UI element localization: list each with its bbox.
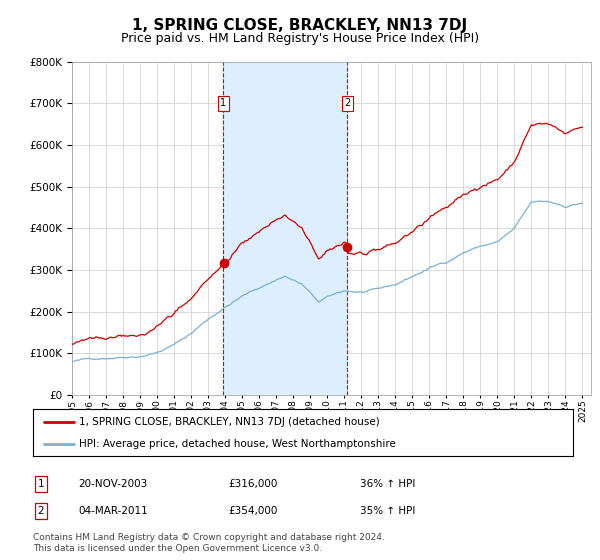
Bar: [223, 62, 347, 395]
Text: 36% ↑ HPI: 36% ↑ HPI: [360, 479, 415, 489]
Text: 20-NOV-2003: 20-NOV-2003: [78, 479, 147, 489]
Text: Contains HM Land Registry data © Crown copyright and database right 2024.
This d: Contains HM Land Registry data © Crown c…: [33, 533, 385, 553]
Text: £316,000: £316,000: [228, 479, 277, 489]
Text: HPI: Average price, detached house, West Northamptonshire: HPI: Average price, detached house, West…: [79, 438, 396, 449]
Text: 1, SPRING CLOSE, BRACKLEY, NN13 7DJ: 1, SPRING CLOSE, BRACKLEY, NN13 7DJ: [133, 18, 467, 34]
Text: Price paid vs. HM Land Registry's House Price Index (HPI): Price paid vs. HM Land Registry's House …: [121, 32, 479, 45]
Text: 1: 1: [37, 479, 44, 489]
Text: 35% ↑ HPI: 35% ↑ HPI: [360, 506, 415, 516]
Text: 2: 2: [37, 506, 44, 516]
Text: £354,000: £354,000: [228, 506, 277, 516]
Text: 1, SPRING CLOSE, BRACKLEY, NN13 7DJ (detached house): 1, SPRING CLOSE, BRACKLEY, NN13 7DJ (det…: [79, 417, 380, 427]
Text: 04-MAR-2011: 04-MAR-2011: [78, 506, 148, 516]
Text: 1: 1: [220, 98, 227, 108]
Text: 2: 2: [344, 98, 350, 108]
